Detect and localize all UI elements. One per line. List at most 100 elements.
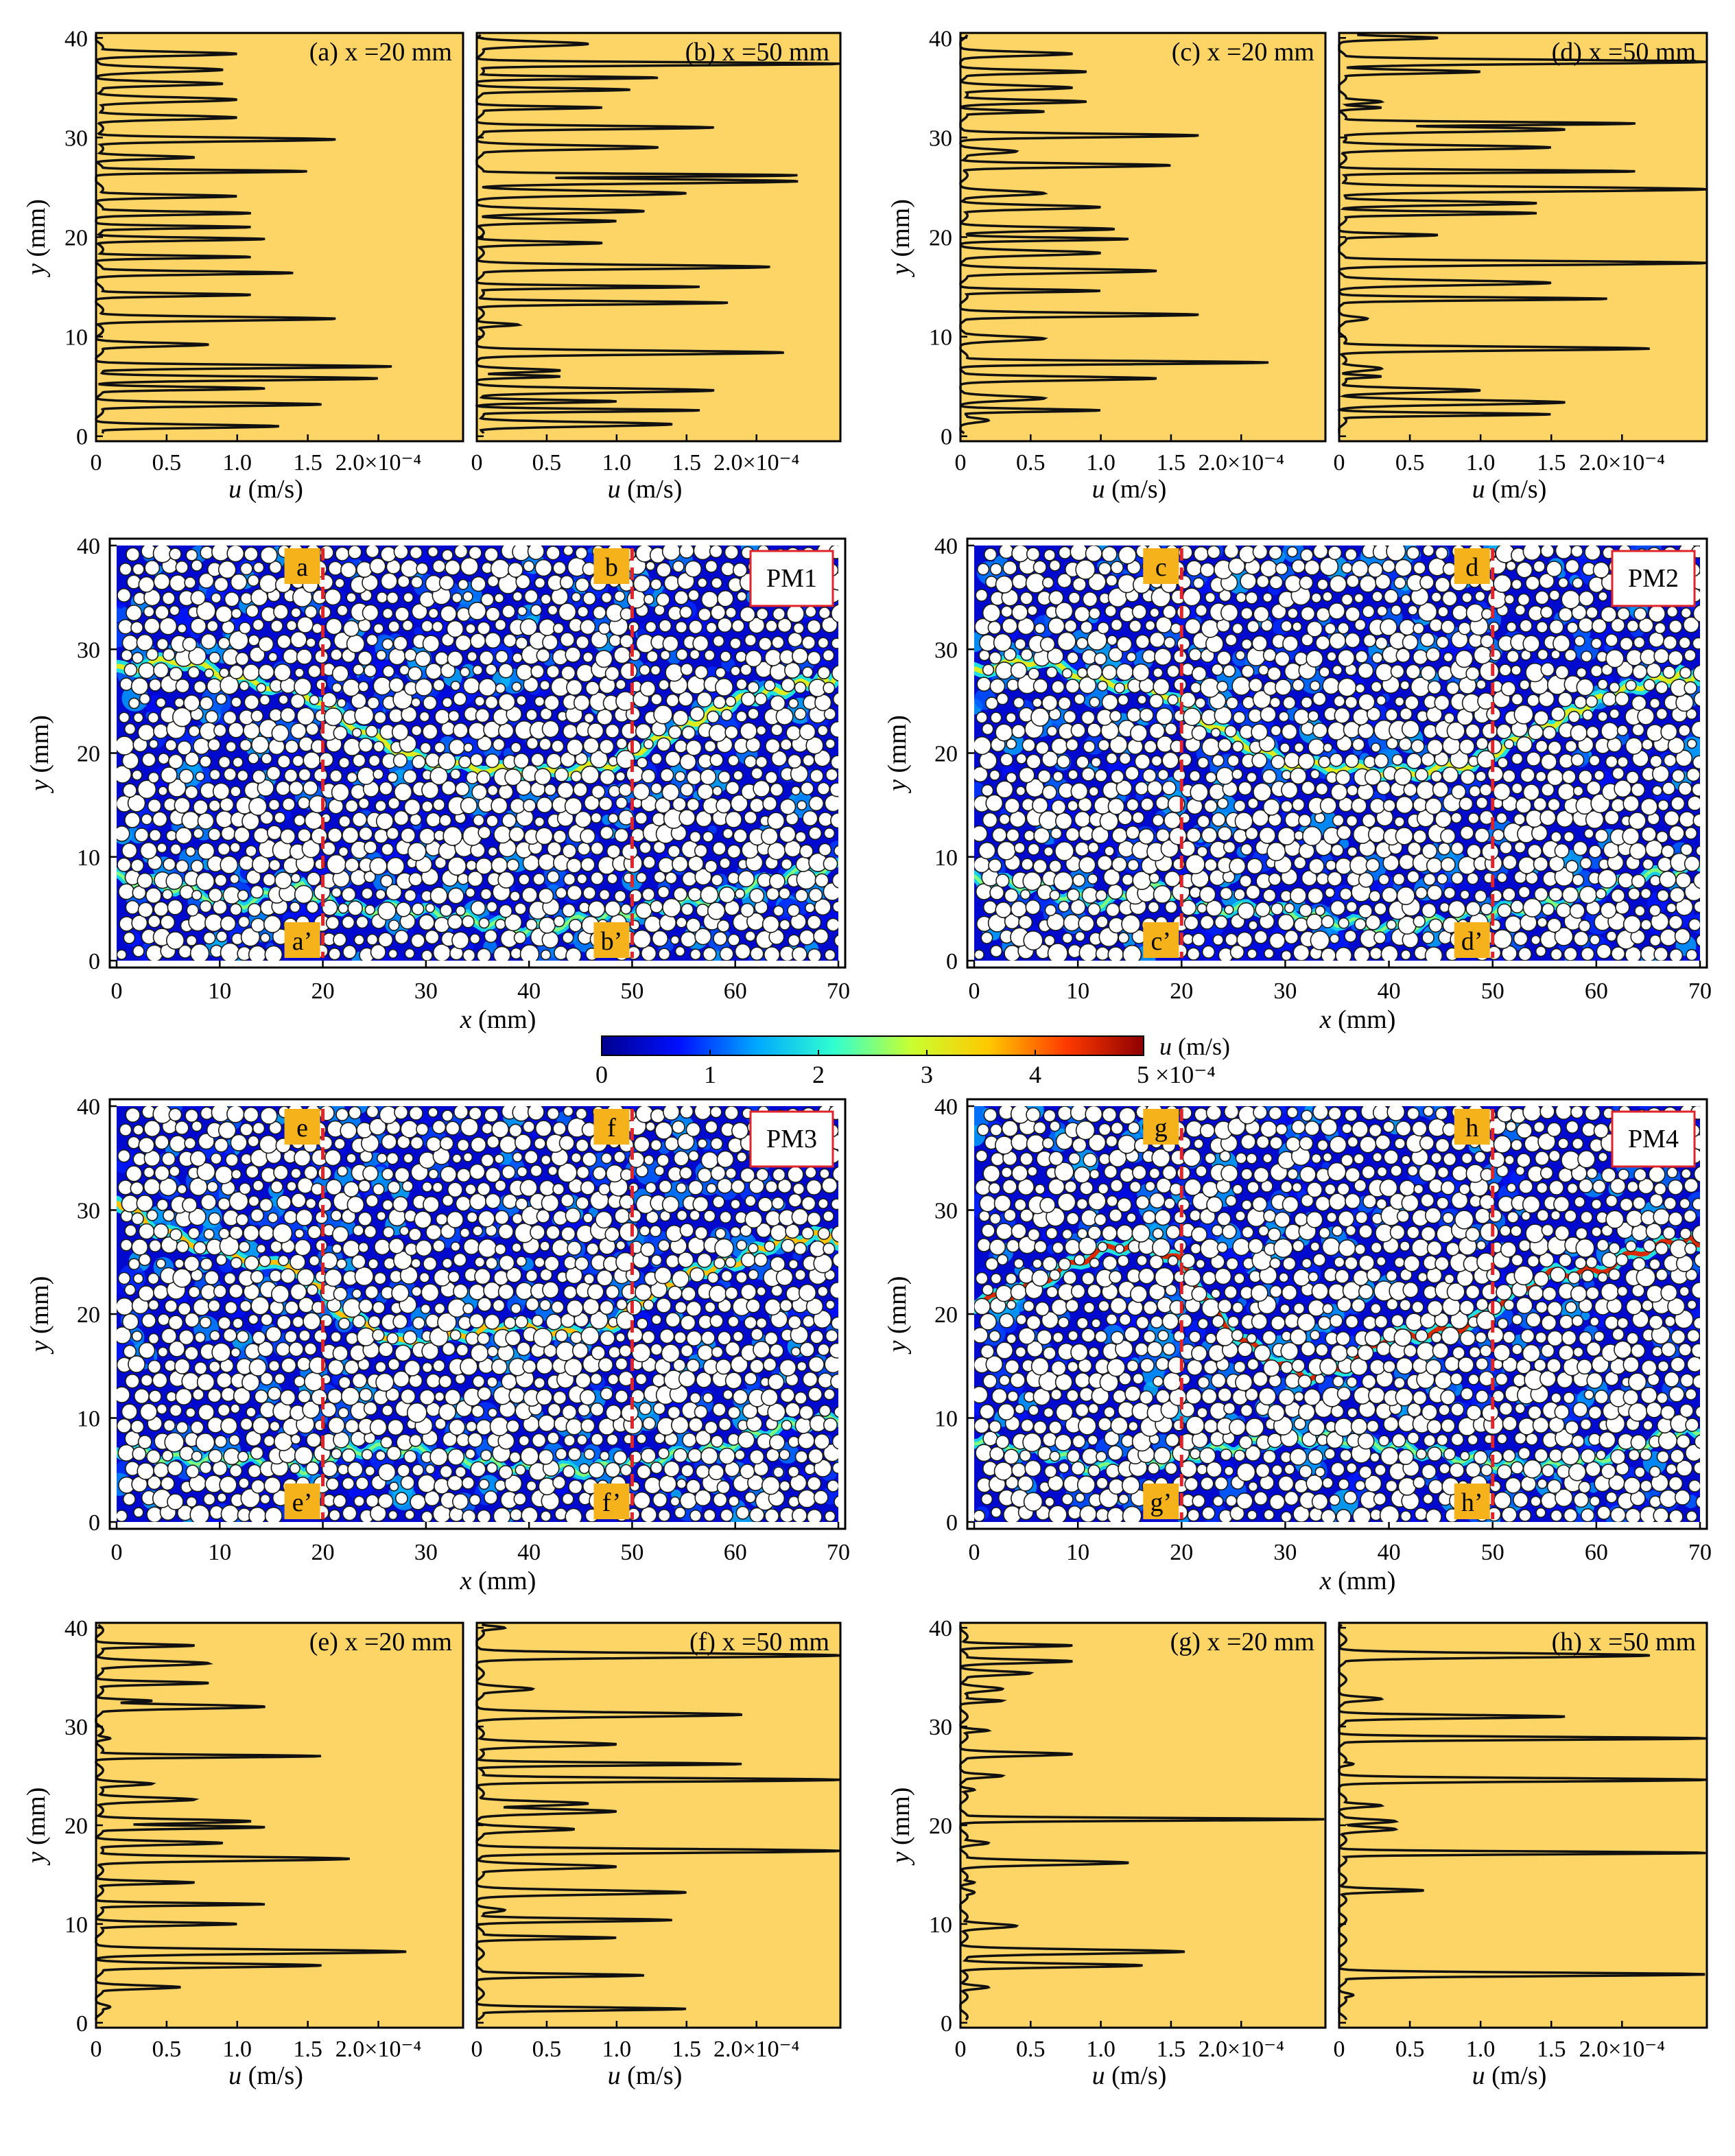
grain xyxy=(1627,887,1641,901)
grain xyxy=(1437,842,1451,856)
grain xyxy=(1231,769,1243,780)
grain xyxy=(152,1284,169,1300)
y-tick-label: 10 xyxy=(929,325,952,351)
grain xyxy=(533,1376,545,1389)
grain xyxy=(1440,828,1456,845)
grain xyxy=(184,1346,199,1361)
grain xyxy=(1019,889,1031,900)
grain xyxy=(1011,724,1026,739)
grain xyxy=(1260,706,1277,723)
grain xyxy=(1105,902,1120,917)
grain xyxy=(1101,694,1119,711)
grain xyxy=(497,1283,515,1300)
grain xyxy=(324,588,342,606)
grain xyxy=(128,697,140,710)
grain xyxy=(1466,872,1479,885)
grain xyxy=(327,1416,346,1434)
grain xyxy=(418,1389,436,1406)
grain xyxy=(1345,606,1360,622)
grain xyxy=(124,812,141,828)
grain xyxy=(333,1431,350,1449)
grain xyxy=(147,1299,160,1311)
grain xyxy=(1572,577,1583,589)
grain xyxy=(1493,782,1511,801)
grain xyxy=(270,1285,290,1304)
grain xyxy=(421,800,434,813)
grain xyxy=(214,1435,228,1449)
grain xyxy=(1371,742,1381,753)
y-axis-label: y (mm) xyxy=(886,199,915,278)
grain xyxy=(724,546,739,560)
grain xyxy=(1537,648,1549,661)
grain xyxy=(1177,575,1192,589)
grain xyxy=(563,1285,578,1300)
grain xyxy=(342,945,357,959)
grain xyxy=(772,905,784,917)
grain xyxy=(301,839,321,858)
grain xyxy=(697,1344,713,1361)
grain xyxy=(147,798,162,813)
grain xyxy=(650,693,663,705)
grain xyxy=(202,931,216,945)
grain xyxy=(1406,753,1422,769)
grain xyxy=(539,738,552,751)
grain xyxy=(632,782,650,801)
grain xyxy=(338,902,349,914)
x-axis-label: u (m/s) xyxy=(228,2061,303,2090)
grain xyxy=(141,1313,156,1328)
grain xyxy=(518,874,530,886)
grain xyxy=(497,723,515,739)
grain xyxy=(448,738,465,755)
grain xyxy=(469,633,486,649)
grain xyxy=(765,738,781,754)
profile-curve xyxy=(95,34,392,434)
grain xyxy=(797,1431,815,1449)
grain xyxy=(1668,948,1684,961)
grain xyxy=(1164,636,1176,649)
grain xyxy=(1105,605,1117,618)
grain xyxy=(1641,826,1657,843)
grain xyxy=(1235,650,1246,661)
grain xyxy=(498,1465,513,1480)
grain xyxy=(1054,841,1074,861)
grain xyxy=(566,1299,584,1317)
grain xyxy=(995,780,1014,799)
grain xyxy=(444,1388,461,1406)
grain xyxy=(486,784,499,797)
grain xyxy=(1211,663,1224,676)
grain xyxy=(1225,696,1239,710)
grain xyxy=(141,813,153,825)
grain xyxy=(465,1331,480,1346)
grain xyxy=(1046,666,1058,679)
grain xyxy=(1526,751,1542,766)
grain xyxy=(1057,631,1076,651)
grain xyxy=(292,1315,305,1328)
grain xyxy=(791,1508,807,1522)
grain xyxy=(1370,681,1382,693)
grain xyxy=(1312,546,1329,559)
grain xyxy=(1392,873,1406,886)
grain xyxy=(814,873,829,888)
grain xyxy=(534,577,546,589)
grain xyxy=(1281,781,1299,799)
grain xyxy=(694,844,708,858)
grain xyxy=(552,622,565,634)
grain xyxy=(1579,857,1592,869)
grain xyxy=(1445,681,1460,695)
x-tick-label: 0 xyxy=(91,450,102,476)
grain xyxy=(392,1313,408,1329)
grain xyxy=(1363,755,1376,769)
grain xyxy=(523,589,539,604)
grain xyxy=(351,1372,368,1389)
grain xyxy=(1033,827,1050,845)
grain xyxy=(1533,710,1549,726)
grain xyxy=(263,1435,276,1447)
grain xyxy=(762,796,778,812)
grain xyxy=(1087,841,1100,854)
grain xyxy=(219,1475,237,1495)
grain xyxy=(376,591,388,604)
grain xyxy=(471,784,488,800)
grain xyxy=(163,1419,176,1432)
y-tick-label: 20 xyxy=(77,742,100,767)
grain xyxy=(1201,827,1218,844)
